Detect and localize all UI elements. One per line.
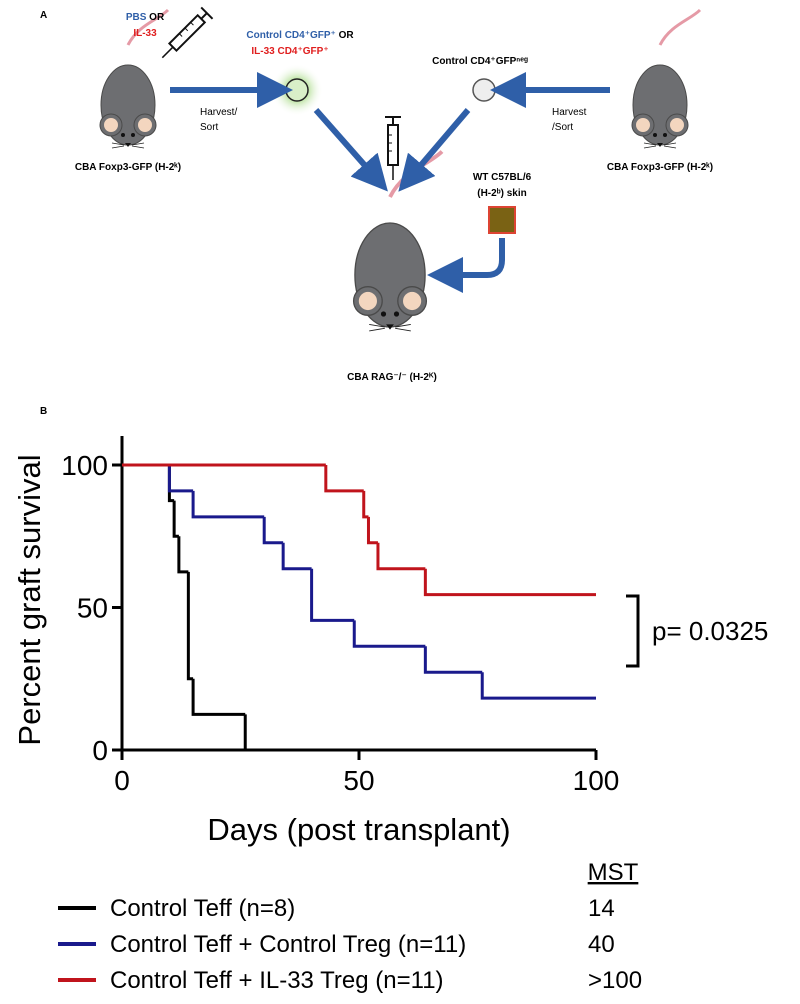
label: WT C57BL/6 <box>473 172 532 183</box>
mst-header: MST <box>588 859 639 886</box>
label: IL-33 CD4⁺GFP⁺ <box>251 46 328 57</box>
cell <box>472 78 496 102</box>
panel-label: A <box>40 10 47 21</box>
survival-step <box>167 465 194 493</box>
panel-b: B Percent graft survival Days (post tran… <box>12 406 768 886</box>
label: OR <box>339 30 355 41</box>
label: CBA RAG⁻/⁻ (H-2ᴷ) <box>347 372 437 383</box>
cell <box>285 78 309 102</box>
survival-step <box>191 490 265 519</box>
survival-step <box>362 490 369 519</box>
survival-step <box>186 571 194 681</box>
legend-label: Control Teff + Control Treg (n=11) <box>110 931 466 958</box>
y-tick-label: 50 <box>77 593 108 624</box>
mouse-icon <box>351 149 444 333</box>
x-axis-title: Days (post transplant) <box>207 812 510 847</box>
syringe-icon <box>384 116 402 181</box>
survival-step <box>310 568 355 622</box>
arrows <box>170 72 610 293</box>
label: Control CD4⁺GFP⁺ OR <box>246 30 354 41</box>
syringe-icon <box>155 6 214 65</box>
label: Control CD4⁺GFP⁺ <box>246 30 335 41</box>
x-tick-label: 0 <box>114 765 130 796</box>
annotation: p= 0.0325 <box>652 616 768 646</box>
survival-step <box>281 542 312 571</box>
label: Control CD4⁺GFPⁿᵉᵍ <box>432 56 528 67</box>
y-tick-label: 0 <box>92 735 108 766</box>
survival-step <box>352 620 426 648</box>
survival-step <box>191 678 246 716</box>
survival-step <box>480 672 596 700</box>
y-tick-label: 100 <box>61 450 108 481</box>
label: (H-2ᵇ) skin <box>477 188 526 199</box>
bracket <box>626 594 640 668</box>
skin-graft <box>488 206 516 234</box>
survival-step <box>376 542 426 571</box>
legend-label: Control Teff (n=8) <box>110 895 295 922</box>
label: CBA Foxp3-GFP (H-2ᵏ) <box>75 162 181 173</box>
mst-value: 40 <box>588 931 615 958</box>
label: IL-33 <box>133 28 157 39</box>
x-tick-label: 100 <box>573 765 620 796</box>
survival-step <box>172 500 179 538</box>
label: Harvest/ <box>200 107 237 118</box>
mst-value: 14 <box>588 895 615 922</box>
label: Harvest <box>552 107 587 118</box>
y-axis-title: Percent graft survival <box>12 454 47 745</box>
survival-step <box>324 465 364 493</box>
survival-step <box>262 516 284 545</box>
survival-step <box>423 646 483 674</box>
label: PBS <box>126 12 147 23</box>
mst-value: >100 <box>588 967 642 994</box>
x-tick-label: 50 <box>343 765 374 796</box>
label: CBA Foxp3-GFP (H-2ᵏ) <box>607 162 713 173</box>
mouse-icon <box>630 8 702 150</box>
legend-label: Control Teff + IL-33 Treg (n=11) <box>110 967 444 994</box>
panel-a: A PBS OR IL-33 Control CD4⁺GFP⁺ OR IL-33… <box>40 6 713 383</box>
survival-step <box>423 568 596 597</box>
survival-step <box>366 516 378 545</box>
label: PBS OR <box>126 12 165 23</box>
panel-label: B <box>40 406 47 417</box>
label: Sort <box>200 122 219 133</box>
label: OR <box>149 12 165 23</box>
label: /Sort <box>552 122 573 133</box>
survival-step <box>177 536 189 574</box>
